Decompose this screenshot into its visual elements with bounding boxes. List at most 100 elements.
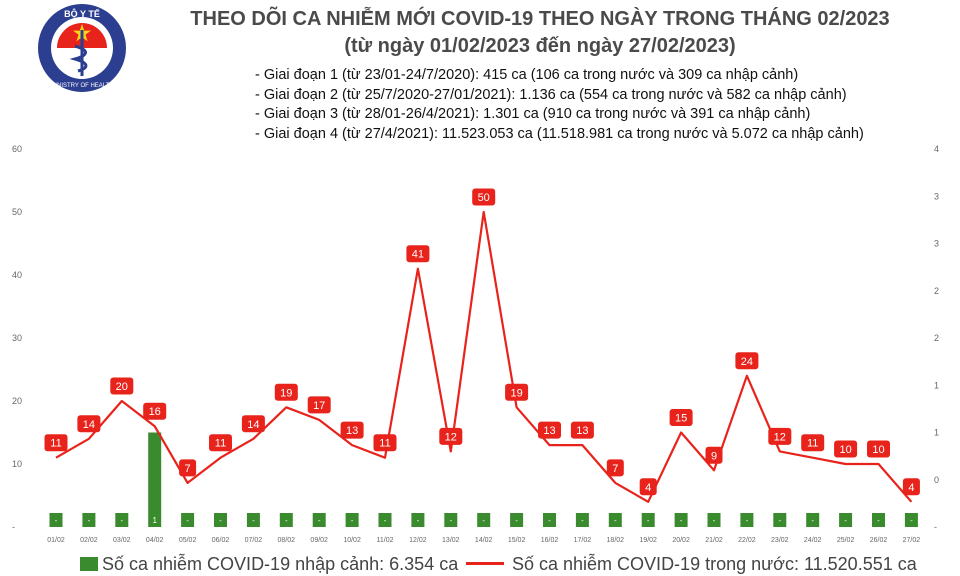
data-label: 4 (908, 482, 914, 494)
x-tick-label: 04/02 (146, 537, 164, 544)
bar (674, 513, 688, 527)
x-tick-label: 11/02 (377, 537, 394, 544)
data-label-bg (406, 245, 430, 263)
bar-label: 1 (152, 516, 157, 525)
data-label: 11 (379, 438, 390, 450)
x-tick-label: 14/02 (475, 537, 493, 544)
legend-item-line: Số ca nhiễm COVID-19 trong nước: 11.520.… (466, 554, 917, 575)
data-label: 7 (612, 463, 618, 475)
data-label-bg (867, 440, 890, 458)
bar (378, 513, 392, 527)
x-tick-label: 07/02 (245, 537, 263, 544)
bar (214, 513, 227, 527)
right-axis-tick-label: 2 (934, 286, 939, 296)
data-label: 13 (576, 425, 588, 437)
left-axis-tick-label: 30 (12, 333, 22, 343)
bar-label: - (186, 516, 189, 525)
x-tick-label: 26/02 (870, 537, 888, 544)
bar (707, 513, 721, 527)
data-label: 11 (50, 438, 61, 450)
bar-label: - (910, 516, 913, 525)
data-label-bg (274, 383, 298, 401)
data-label: 10 (839, 444, 851, 456)
data-label-bg (307, 396, 331, 414)
bar-label: - (548, 516, 551, 525)
data-label-bg (373, 434, 397, 452)
chart-legend: Số ca nhiễm COVID-19 nhập cảnh: 6.354 ca… (0, 552, 960, 576)
bar (543, 513, 556, 527)
data-label-bg (801, 434, 825, 452)
bar-label: - (581, 516, 584, 525)
x-tick-label: 01/02 (47, 537, 65, 544)
left-axis-tick-label: 10 (12, 459, 22, 469)
data-label-bg (44, 434, 68, 452)
phase-item-1: - Giai đoạn 1 (từ 23/01-24/7/2020): 415 … (255, 67, 799, 83)
bar-label: - (680, 516, 683, 525)
bar (608, 513, 622, 527)
data-label-bg (735, 352, 759, 370)
data-label-bg (209, 434, 232, 452)
x-tick-label: 13/02 (442, 537, 460, 544)
bar (49, 513, 63, 527)
x-tick-label: 27/02 (903, 537, 921, 544)
bar (641, 513, 655, 527)
data-label-bg (439, 427, 463, 445)
right-axis-tick-label: 0 (934, 475, 939, 485)
data-label-bg (570, 421, 594, 439)
data-label: 17 (313, 400, 325, 412)
bar (904, 513, 918, 527)
x-tick-label: 02/02 (80, 537, 98, 544)
x-tick-label: 12/02 (409, 537, 427, 544)
x-tick-label: 18/02 (607, 537, 625, 544)
bar-label: - (55, 516, 58, 525)
x-tick-label: 08/02 (278, 537, 296, 544)
right-axis-tick-label: 3 (934, 191, 939, 201)
data-label-bg (669, 409, 693, 426)
data-label-bg (505, 383, 529, 401)
x-tick-label: 06/02 (212, 537, 230, 544)
x-tick-label: 19/02 (639, 537, 657, 544)
chart-title: THEO DÕI CA NHIỄM MỚI COVID-19 THEO NGÀY… (190, 8, 890, 30)
bar-label: - (120, 516, 123, 525)
right-axis-tick-label: - (934, 522, 937, 532)
data-label: 14 (247, 419, 259, 431)
data-label: 19 (510, 387, 522, 399)
data-label-bg (340, 421, 364, 439)
data-label-bg (241, 415, 265, 433)
bar-label: - (219, 516, 222, 525)
bar-label: - (285, 516, 288, 525)
ministry-of-health-logo: BỘ Y TẾ MINISTRY OF HEALTH (38, 4, 126, 92)
data-label-bg (705, 446, 723, 464)
data-label: 20 (116, 381, 128, 393)
logo-bottom-text: MINISTRY OF HEALTH (50, 83, 113, 89)
data-label: 13 (346, 425, 358, 437)
data-label-bg (538, 421, 561, 439)
bar (312, 513, 326, 527)
x-tick-label: 15/02 (508, 537, 526, 544)
bar-label: - (449, 516, 452, 525)
bar (82, 513, 96, 527)
bar (740, 513, 754, 527)
bar (444, 513, 458, 527)
x-tick-label: 22/02 (738, 537, 756, 544)
phase-list: - Giai đoạn 1 (từ 23/01-24/7/2020): 415 … (255, 66, 864, 144)
legend-label-bar: Số ca nhiễm COVID-19 nhập cảnh: 6.354 ca (102, 554, 459, 574)
bar (148, 432, 162, 527)
logo-top-text: BỘ Y TẾ (64, 8, 100, 19)
data-label: 7 (185, 463, 191, 475)
bar (477, 513, 491, 527)
bar (839, 513, 853, 527)
left-axis-tick-label: 40 (12, 270, 22, 280)
data-label: 10 (872, 444, 884, 456)
x-tick-label: 25/02 (837, 537, 855, 544)
bar-label: - (877, 516, 880, 525)
bar (345, 513, 359, 527)
left-axis-tick-label: 60 (12, 144, 22, 154)
data-label: 41 (412, 249, 424, 261)
bar (279, 513, 293, 527)
data-label-bg (110, 377, 134, 395)
data-label-bg (77, 415, 101, 433)
data-label-bg (606, 459, 624, 477)
right-axis-tick-label: 1 (934, 428, 939, 438)
